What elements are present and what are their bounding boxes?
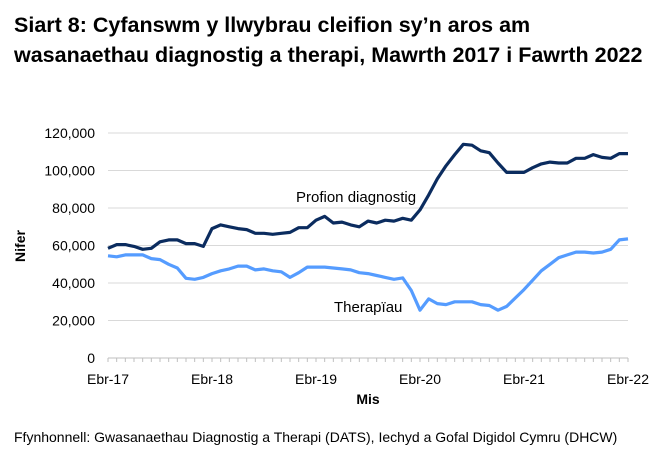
y-tick-label: 60,000 xyxy=(52,238,95,254)
x-tick-label: Ebr-19 xyxy=(295,371,337,387)
x-axis-label: Mis xyxy=(356,391,380,407)
series-label-therapies: Therapïau xyxy=(334,299,402,316)
x-tick-label: Ebr-21 xyxy=(503,371,545,387)
y-tick-label: 100,000 xyxy=(44,163,95,179)
x-tick-label: Ebr-20 xyxy=(399,371,441,387)
y-tick-label: 0 xyxy=(87,350,95,366)
series-line-diagnostic xyxy=(107,142,628,251)
chart-title: Siart 8: Cyfanswm y llwybrau cleifion sy… xyxy=(14,13,643,67)
y-tick-label: 120,000 xyxy=(44,125,95,141)
source-note: Ffynhonnell: Gwasanaethau Diagnostig a T… xyxy=(14,429,618,445)
x-tick-label: Ebr-18 xyxy=(191,371,233,387)
x-tick-label: Ebr-22 xyxy=(607,371,649,387)
y-axis-label: Nifer xyxy=(12,230,28,262)
y-tick-label: 40,000 xyxy=(52,275,95,291)
x-tick-label: Ebr-17 xyxy=(87,371,129,387)
series-line-therapies xyxy=(107,237,629,312)
y-tick-label: 20,000 xyxy=(52,313,95,329)
y-tick-label: 80,000 xyxy=(52,200,95,216)
series-label-diagnostic: Profion diagnostig xyxy=(296,189,416,206)
